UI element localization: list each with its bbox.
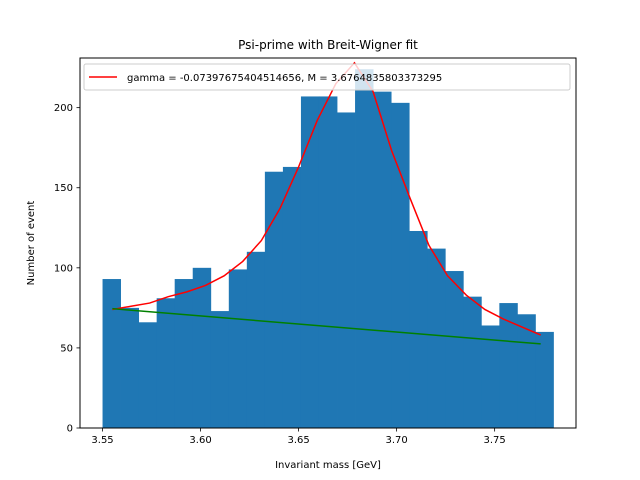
histogram-bar (138, 322, 158, 428)
legend: gamma = -0.07397675404514656, M = 3.6764… (83, 63, 571, 91)
y-axis-label: Number of event (26, 201, 37, 286)
x-axis: 3.55 3.60 3.65 3.70 3.75 (91, 428, 506, 446)
legend-label: gamma = -0.07397675404514656, M = 3.6764… (127, 73, 442, 84)
histogram-bar (210, 311, 230, 428)
histogram-bar (102, 279, 121, 428)
legend-box (83, 63, 571, 91)
chart-title: Psi-prime with Breit-Wigner fit (238, 38, 418, 52)
histogram-bar (355, 69, 374, 428)
y-tick-label: 100 (54, 263, 73, 274)
histogram-bar (409, 230, 428, 428)
histogram-bar (156, 298, 176, 428)
y-tick-label: 200 (54, 103, 73, 114)
histogram-bar (246, 251, 266, 428)
background-fit-line (112, 307, 541, 345)
y-axis: 0 50 100 150 200 (54, 103, 80, 435)
histogram-bar (174, 279, 194, 428)
histogram-bar (427, 248, 446, 428)
histogram-bar (228, 269, 248, 428)
y-tick-label: 150 (54, 183, 73, 194)
x-tick-label: 3.60 (189, 435, 211, 446)
plot-frame (79, 57, 577, 429)
histogram-bar (318, 96, 338, 428)
histogram-bar (192, 267, 212, 428)
histogram-bar (445, 271, 464, 428)
histogram-bar (264, 171, 284, 428)
histogram-bar (391, 102, 410, 429)
x-tick-label: 3.65 (287, 435, 309, 446)
x-axis-label: Invariant mass [GeV] (275, 460, 381, 471)
y-tick-label: 50 (60, 343, 73, 354)
x-tick-label: 3.55 (91, 435, 113, 446)
histogram-bar (535, 331, 554, 428)
histogram-bar (463, 296, 482, 428)
histogram-bar (373, 91, 392, 429)
x-tick-label: 3.75 (484, 435, 506, 446)
breit-wigner-fit-line (112, 61, 542, 336)
histogram-bar (499, 303, 518, 428)
histogram-bar (300, 96, 320, 428)
histogram-bar (337, 112, 356, 429)
histogram-bar (481, 325, 500, 428)
histogram-bar (120, 307, 140, 428)
x-tick-label: 3.70 (385, 435, 407, 446)
y-tick-label: 0 (67, 424, 73, 435)
fit-curves (112, 61, 542, 345)
histogram-bars (102, 69, 554, 429)
histogram-bar (282, 166, 302, 428)
